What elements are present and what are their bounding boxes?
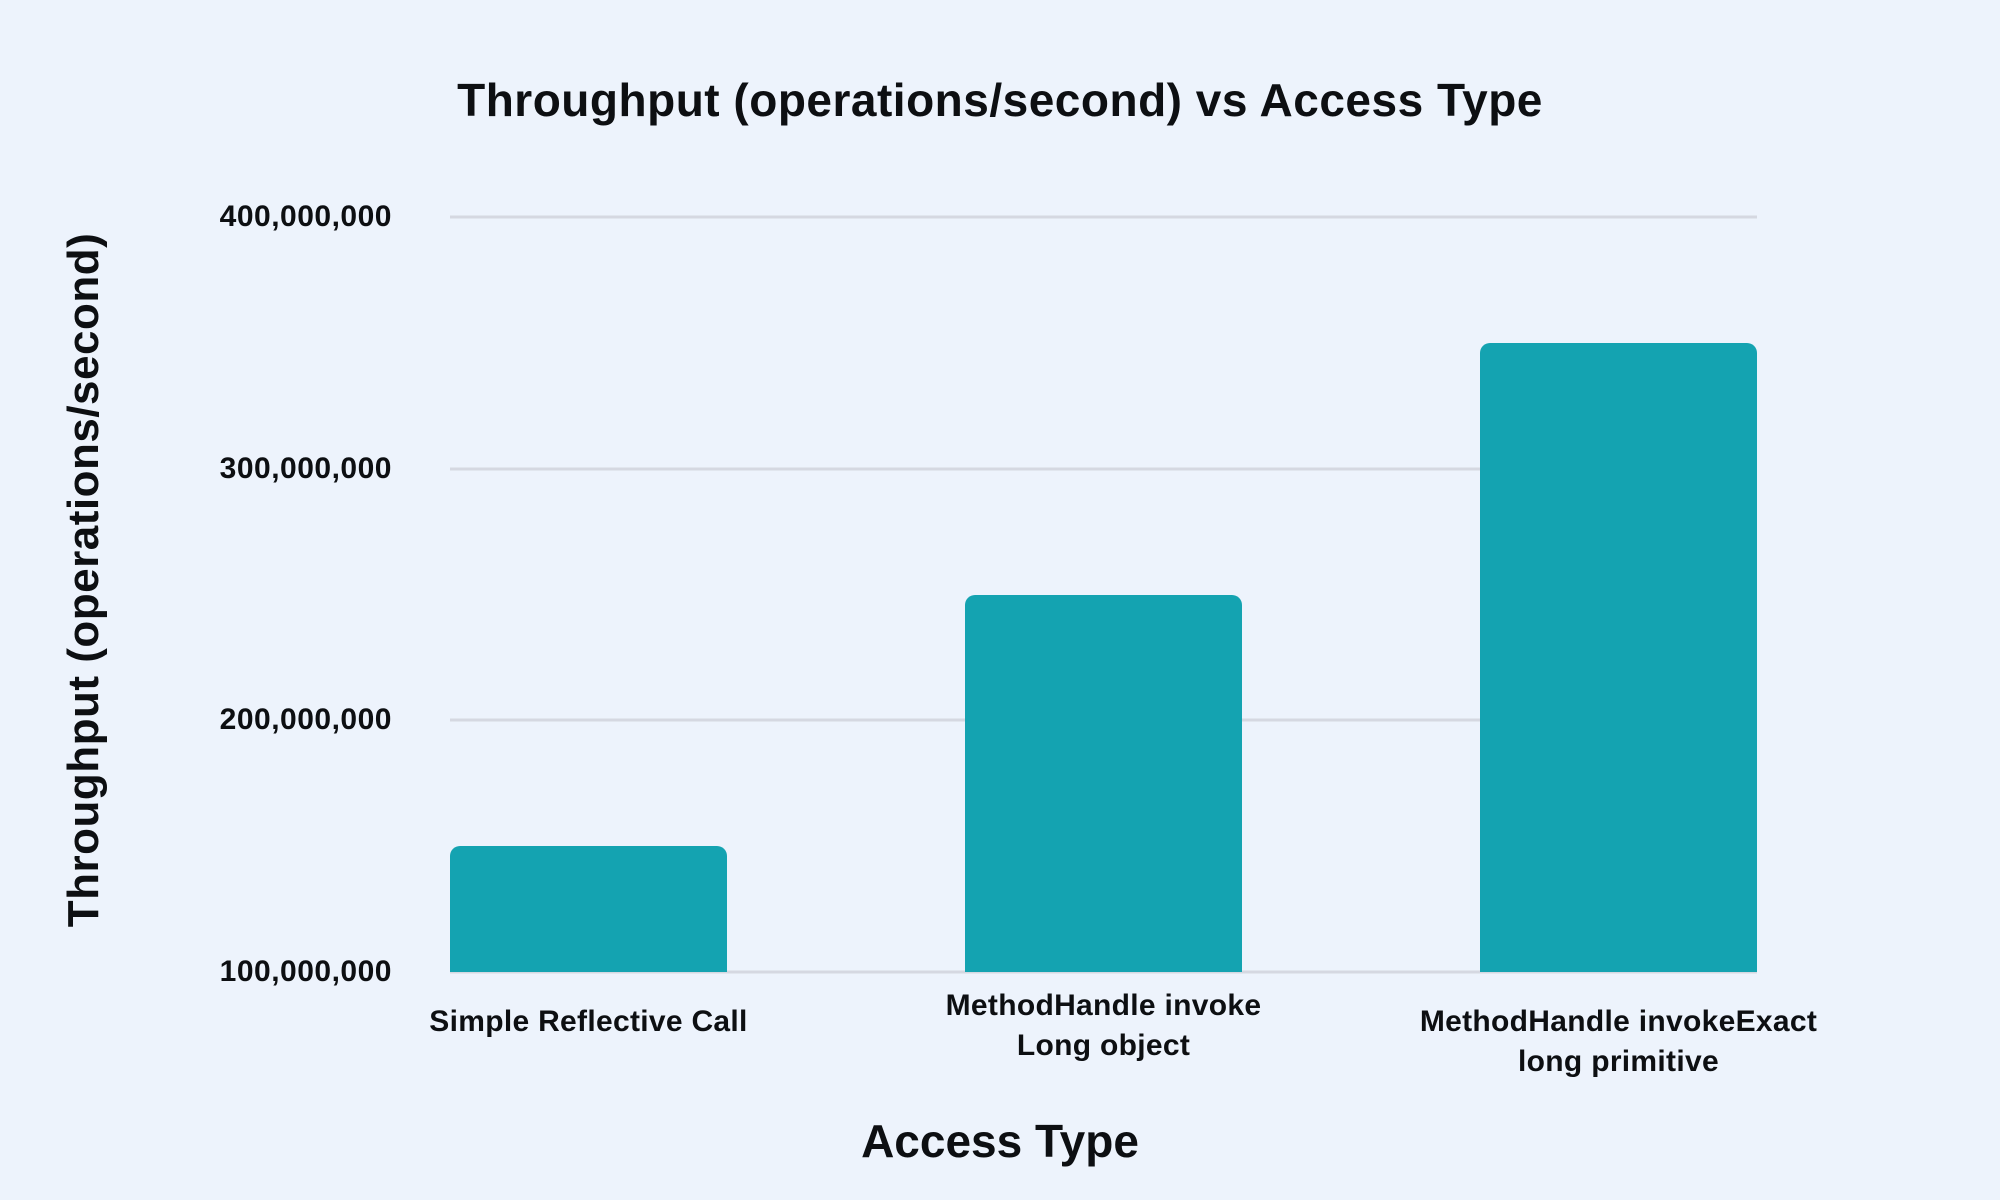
y-tick-label: 400,000,000 [219, 200, 392, 233]
x-tick-label-line: Long object [1016, 1029, 1191, 1062]
y-tick-label: 200,000,000 [219, 703, 392, 737]
x-axis-title: Access Type [861, 1115, 1139, 1167]
gridline [450, 467, 1757, 471]
x-tick-label-line: Simple Reflective Call [429, 1005, 748, 1038]
bar-methodhandle-invokeexact-long-primitive [1480, 342, 1757, 972]
x-tick-label-methodhandle-invokeexact: MethodHandle invokeExact long primitive [1420, 1002, 1817, 1082]
chart-title: Throughput (operations/second) vs Access… [457, 74, 1543, 126]
y-tick-label: 100,000,000 [219, 955, 392, 988]
x-tick-label-line: MethodHandle invokeExact [1419, 1005, 1818, 1038]
bar-methodhandle-invoke-long-object [965, 594, 1242, 972]
plot-area: 400,000,000 300,000,000 200,000,000 100,… [220, 200, 1757, 988]
y-axis-title: Throughput (operations/second) [59, 232, 108, 928]
y-tick-label: 300,000,000 [219, 451, 392, 485]
gridline [450, 970, 1757, 974]
bars-group [450, 217, 1757, 972]
x-tick-label-line: MethodHandle invoke [945, 989, 1262, 1022]
x-tick-label-simple-reflective-call: Simple Reflective Call [429, 1002, 747, 1082]
x-tick-label-methodhandle-invoke: MethodHandle invoke Long object [946, 986, 1261, 1082]
bar-simple-reflective-call [450, 846, 727, 972]
x-axis-labels: Simple Reflective Call MethodHandle invo… [429, 986, 1817, 1082]
x-tick-label-line: long primitive [1518, 1045, 1719, 1078]
gridline [450, 215, 1757, 219]
